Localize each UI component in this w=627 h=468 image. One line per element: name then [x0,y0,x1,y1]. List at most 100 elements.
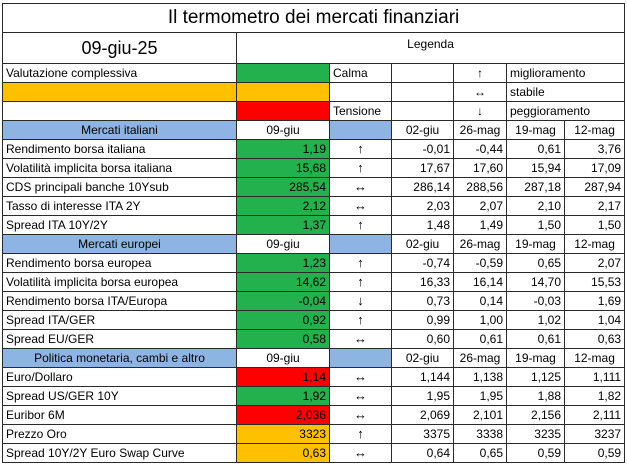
table-row: Euribor 6M 2,036 ↔ 2,069 2,101 2,156 2,111 [2,405,626,425]
indicator-history-value: 2,069 [391,405,454,425]
section-trend-header [329,120,392,140]
indicator-history-value: 0,61 [506,139,565,159]
indicator-current-value: 2,036 [236,405,330,425]
indicator-history-value: 1,49 [453,215,507,235]
table-row: Rendimento borsa ITA/Europa -0,04 ↓ 0,73 0,1… [2,291,626,311]
indicator-label: Rendimento borsa ITA/Europa [2,291,237,311]
section-history-date: 12-mag [563,120,626,140]
page-title: Il termometro dei mercati finanziari [1,3,626,33]
section-trend-header [329,348,392,368]
indicator-current-value: 285,54 [236,177,330,197]
indicator-history-value: 0,65 [506,253,565,273]
indicator-history-value: 2,17 [563,196,626,216]
indicator-history-value: 1,04 [563,310,626,330]
indicator-history-value: 16,14 [453,272,507,292]
table-row: Euro/Dollaro 1,14 ↔ 1,144 1,138 1,125 1,111 [2,367,626,387]
trend-stable-icon: ↔ [329,405,392,425]
legend-swatch-neutral [236,82,330,102]
indicator-current-value: 15,68 [236,158,330,178]
table-row: Tasso di interesse ITA 2Y 2,12 ↔ 2,03 2,07 2,… [2,196,626,216]
indicator-label: CDS principali banche 10Ysub [2,177,237,197]
trend-stable-icon: ↔ [329,196,392,216]
table-row: Spread 10Y/2Y Euro Swap Curve 0,63 ↔ 0,64 0,… [2,443,626,463]
table-row: Spread EU/GER 0,58 ↔ 0,60 0,61 0,61 0,63 [2,329,626,349]
indicator-label: Spread 10Y/2Y Euro Swap Curve [2,443,237,463]
indicator-history-value: 1,95 [391,386,454,406]
section-history-date: 02-giu [391,348,454,368]
indicator-history-value: 2,03 [391,196,454,216]
trend-down-icon: ↓ [329,291,392,311]
indicator-history-value: -0,59 [453,253,507,273]
table-row: Spread US/GER 10Y 1,92 ↔ 1,95 1,95 1,88 1,82 [2,386,626,406]
indicator-history-value: 1,82 [563,386,626,406]
legend-swatch-calma [236,63,330,83]
section-title: Mercati europei [2,234,237,254]
indicator-history-value: 0,65 [453,443,507,463]
section-trend-header [329,234,392,254]
indicator-current-value: 0,92 [236,310,330,330]
indicator-history-value: 1,48 [391,215,454,235]
indicator-history-value: 1,50 [506,215,565,235]
section-history-date: 26-mag [453,120,507,140]
indicator-history-value: 2,07 [453,196,507,216]
trend-up-icon: ↑ [329,253,392,273]
indicator-history-value: 15,53 [563,272,626,292]
indicator-history-value: 2,111 [563,405,626,425]
trend-stable-icon: ↔ [329,177,392,197]
trend-up-icon: ↑ [329,215,392,235]
indicator-history-value: 2,10 [506,196,565,216]
indicator-history-value: 3375 [391,424,454,444]
indicator-history-value: 1,50 [563,215,626,235]
indicator-label: Spread ITA/GER [2,310,237,330]
indicator-current-value: 3323 [236,424,330,444]
indicator-history-value: 0,60 [391,329,454,349]
table-row: Rendimento borsa italiana 1,19 ↑ -0,01 -0,44… [2,139,626,159]
trend-stable-icon: ↔ [329,329,392,349]
legend-up-label: miglioramento [505,63,626,83]
section-header: Politica monetaria, cambi e altro 09-giu 0… [2,348,626,368]
indicator-current-value: 1,23 [236,253,330,273]
indicator-label: Spread ITA 10Y/2Y [2,215,237,235]
indicator-history-value: 17,67 [391,158,454,178]
indicator-label: Tasso di interesse ITA 2Y [2,196,237,216]
indicator-history-value: 1,125 [506,367,565,387]
indicator-history-value: 1,02 [506,310,565,330]
legend-header: Legenda [235,32,626,64]
indicator-history-value: 14,70 [506,272,565,292]
indicator-label: Rendimento borsa europea [2,253,237,273]
section-history-date: 02-giu [391,234,454,254]
table-row: Prezzo Oro 3323 ↑ 3375 3338 3235 3237 [2,424,626,444]
indicator-history-value: 2,156 [506,405,565,425]
indicator-history-value: 17,60 [453,158,507,178]
indicator-history-value: -0,74 [391,253,454,273]
section-title: Mercati italiani [2,120,237,140]
indicator-current-value: 1,92 [236,386,330,406]
trend-up-icon: ↑ [329,158,392,178]
indicator-history-value: 1,144 [391,367,454,387]
legend-stable-label: stabile [505,82,626,102]
sections-body: Mercati italiani 09-giu 02-giu 26-mag 19-mag… [2,120,626,463]
indicator-history-value: 1,69 [563,291,626,311]
indicator-history-value: 15,94 [506,158,565,178]
indicator-history-value: 0,73 [391,291,454,311]
indicator-history-value: 1,00 [453,310,507,330]
indicator-label: Volatilità implicita borsa europea [2,272,237,292]
indicator-history-value: 1,95 [453,386,507,406]
table-row: Spread ITA 10Y/2Y 1,37 ↑ 1,48 1,49 1,50 1,50 [2,215,626,235]
section-header: Mercati italiani 09-giu 02-giu 26-mag 19-mag… [2,120,626,140]
legend-stable-icon: ↔ [453,82,507,102]
legend-swatch-tensione [236,101,330,121]
legend-calma-label: Calma [329,63,392,83]
indicator-history-value: 2,101 [453,405,507,425]
indicator-history-value: 0,63 [563,329,626,349]
indicator-history-value: 288,56 [453,177,507,197]
trend-up-icon: ↑ [329,310,392,330]
legend-down-label: peggioramento [505,101,626,121]
legend-tensione-label: Tensione [329,101,392,121]
indicator-current-value: 1,37 [236,215,330,235]
indicator-label: Volatilità implicita borsa italiana [2,158,237,178]
indicator-history-value: 3,76 [563,139,626,159]
indicator-history-value: 1,111 [563,367,626,387]
indicator-current-value: 0,63 [236,443,330,463]
indicator-current-value: 1,14 [236,367,330,387]
